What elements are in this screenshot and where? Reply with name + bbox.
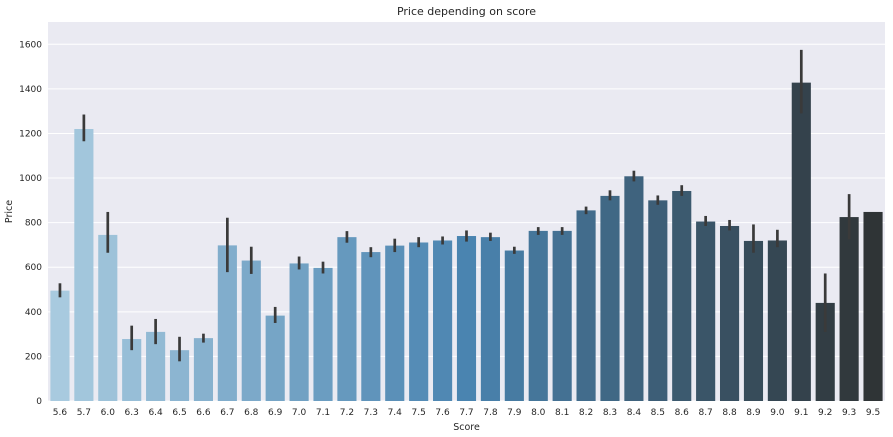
y-tick-label: 1400: [19, 85, 42, 95]
bar: [337, 237, 357, 401]
x-tick-labels: 5.6 5.7 6.0 6.3 6.4 6.5 6.6 6.7 6.8 6.9 7.0 7.1 7.2 7…: [53, 408, 880, 418]
x-tick-label: 5.6: [53, 408, 68, 418]
x-tick-label: 7.2: [340, 408, 354, 418]
x-tick-label: 6.4: [148, 408, 163, 418]
x-tick-label: 8.7: [698, 408, 712, 418]
x-tick-label: 6.7: [220, 408, 234, 418]
x-tick-label: 5.7: [77, 408, 91, 418]
bar: [217, 245, 237, 401]
bar: [576, 210, 596, 401]
x-tick-label: 8.2: [579, 408, 593, 418]
y-tick-labels: 0 200 400 600 800 1000 1200 1400 1600: [19, 40, 42, 407]
y-tick-label: 1200: [19, 129, 42, 139]
bar: [863, 211, 883, 401]
bar: [122, 339, 142, 401]
bar: [169, 350, 190, 401]
bar: [624, 176, 644, 401]
bar: [767, 240, 787, 401]
y-tick-label: 200: [25, 352, 42, 362]
bar: [433, 240, 453, 401]
x-tick-label: 9.2: [818, 408, 832, 418]
y-tick-label: 600: [25, 263, 42, 273]
bar: [504, 250, 524, 401]
x-tick-label: 7.0: [292, 408, 307, 418]
x-tick-label: 9.3: [842, 408, 856, 418]
x-tick-label: 6.5: [172, 408, 186, 418]
bar: [74, 129, 94, 401]
chart-title: Price depending on score: [397, 5, 536, 18]
bars: [50, 82, 883, 401]
bar: [719, 225, 740, 401]
x-tick-label: 6.9: [268, 408, 283, 418]
bar: [839, 217, 859, 401]
bar: [528, 230, 548, 401]
bar: [50, 290, 70, 401]
x-tick-label: 8.1: [555, 408, 569, 418]
y-tick-label: 1600: [19, 40, 42, 50]
bar: [313, 267, 333, 401]
x-tick-label: 8.5: [651, 408, 665, 418]
x-tick-label: 6.6: [196, 408, 211, 418]
x-tick-label: 7.9: [507, 408, 522, 418]
x-tick-label: 7.7: [459, 408, 473, 418]
x-tick-label: 8.9: [746, 408, 761, 418]
x-axis-label: Score: [453, 422, 480, 433]
bar: [265, 315, 285, 401]
x-tick-label: 7.3: [364, 408, 378, 418]
bar: [696, 221, 716, 401]
x-tick-label: 8.6: [675, 408, 690, 418]
y-axis-label: Price: [4, 200, 15, 223]
x-tick-label: 7.5: [412, 408, 426, 418]
x-tick-label: 8.8: [722, 408, 737, 418]
x-tick-label: 9.0: [770, 408, 785, 418]
y-tick-label: 1000: [19, 174, 42, 184]
x-tick-label: 7.4: [388, 408, 403, 418]
y-tick-label: 0: [36, 397, 42, 407]
x-tick-label: 6.0: [101, 408, 116, 418]
bar: [743, 240, 764, 401]
bar: [672, 190, 692, 401]
x-tick-label: 6.8: [244, 408, 259, 418]
x-tick-label: 7.8: [483, 408, 498, 418]
bar: [480, 237, 500, 401]
bar: [648, 200, 668, 401]
bar: [289, 263, 309, 401]
bar: [385, 245, 405, 401]
bar: [241, 260, 261, 401]
bar: [409, 242, 429, 401]
x-tick-label: 9.1: [794, 408, 808, 418]
x-tick-label: 7.6: [435, 408, 450, 418]
x-tick-label: 7.1: [316, 408, 330, 418]
bar: [146, 331, 166, 401]
bar: [193, 338, 214, 401]
bar: [98, 234, 118, 401]
x-tick-label: 8.3: [603, 408, 617, 418]
x-tick-label: 6.3: [125, 408, 139, 418]
bar: [456, 236, 477, 401]
bar: [552, 230, 572, 401]
x-tick-label: 9.5: [866, 408, 880, 418]
error-bars: [58, 49, 851, 362]
y-tick-label: 400: [25, 308, 42, 318]
bar: [791, 82, 811, 401]
y-tick-label: 800: [25, 219, 42, 229]
bar: [361, 252, 381, 401]
bar: [600, 195, 620, 401]
x-tick-label: 8.4: [627, 408, 642, 418]
bar: [815, 302, 835, 401]
x-tick-label: 8.0: [531, 408, 546, 418]
